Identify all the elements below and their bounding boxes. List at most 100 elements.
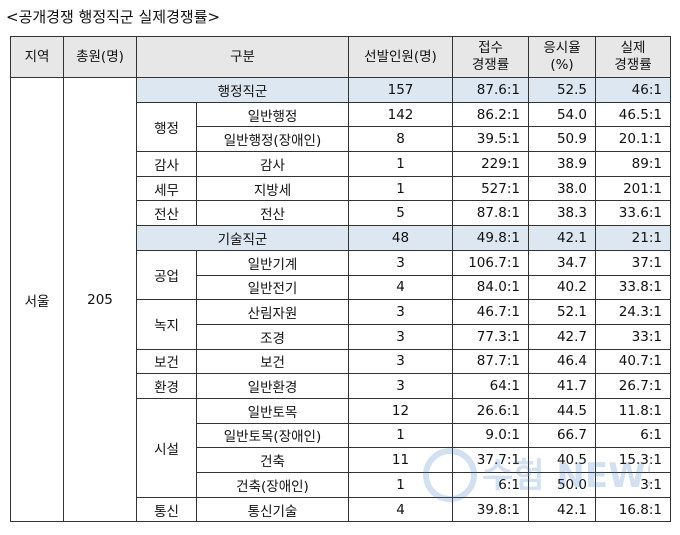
table-row: 세무 지방세 1 527:1 38.0 201:1 (11, 175, 671, 202)
item-rate: 46.4 (528, 348, 596, 375)
table-row: 감사 감사 1 229:1 38.9 89:1 (11, 151, 671, 177)
item-rate: 42.1 (528, 496, 596, 523)
item-rate: 34.7 (528, 249, 596, 276)
item-actual: 16.8:1 (595, 496, 671, 523)
region-cell: 서울 (10, 76, 64, 523)
table-title: <공개경쟁 행정직군 실제경쟁률> (6, 8, 221, 26)
item-selected: 3 (348, 323, 453, 350)
subgroup-name: 녹지 (136, 299, 197, 350)
item-applied: 37.7:1 (452, 447, 529, 473)
table-row: 보건 보건 3 87.7:1 46.4 40.7:1 (11, 348, 671, 375)
item-selected: 4 (348, 496, 453, 523)
item-actual: 3:1 (595, 472, 671, 498)
item-name: 보건 (196, 348, 349, 375)
item-name: 일반토목(장애인) (196, 422, 349, 449)
item-applied: 6:1 (452, 472, 529, 498)
item-selected: 3 (348, 299, 453, 325)
item-applied: 106.7:1 (452, 249, 529, 276)
item-applied: 77.3:1 (452, 323, 529, 350)
item-applied: 9.0:1 (452, 422, 529, 449)
group-applied: 87.6:1 (452, 77, 529, 103)
item-name: 일반행정(장애인) (196, 126, 349, 153)
item-selected: 11 (348, 447, 453, 473)
item-actual: 33.6:1 (595, 200, 671, 227)
item-selected: 8 (348, 126, 453, 153)
header-rate-line2: (%) (550, 57, 574, 73)
item-actual: 15.3:1 (595, 447, 671, 473)
item-actual: 40.7:1 (595, 348, 671, 375)
item-name: 건축 (196, 447, 349, 473)
header-category: 구분 (136, 36, 349, 78)
item-applied: 87.8:1 (452, 200, 529, 227)
item-actual: 33.8:1 (595, 274, 671, 301)
table-row: 시설 일반토목 12 26.6:1 44.5 11.8:1 (11, 397, 671, 498)
item-rate: 66.7 (528, 422, 596, 449)
item-name: 건축(장애인) (196, 472, 349, 498)
item-selected: 3 (348, 373, 453, 399)
item-applied: 46.7:1 (452, 299, 529, 325)
item-name: 일반토목 (196, 397, 349, 424)
item-selected: 1 (348, 175, 453, 202)
item-applied: 84.0:1 (452, 274, 529, 301)
table-row: 일반행정(장애인) 8 39.5:1 50.9 20.1:1 (11, 126, 671, 153)
item-name: 일반환경 (196, 373, 349, 399)
item-actual: 33:1 (595, 323, 671, 350)
item-name: 일반행정 (196, 101, 349, 128)
subgroup-name: 환경 (136, 373, 197, 399)
item-name: 전산 (196, 200, 349, 227)
table-row: 통신 통신기술 4 39.8:1 42.1 16.8:1 (11, 496, 671, 523)
subgroup-name: 세무 (136, 175, 197, 202)
item-applied: 26.6:1 (452, 397, 529, 424)
header-selected: 선발인원(명) (348, 36, 453, 78)
item-selected: 1 (348, 422, 453, 449)
item-rate: 54.0 (528, 101, 596, 128)
header-actual-line1: 실제 (620, 40, 646, 56)
item-actual: 6:1 (595, 422, 671, 449)
item-applied: 39.5:1 (452, 126, 529, 153)
header-applied-line1: 접수 (478, 40, 503, 56)
item-actual: 201:1 (595, 175, 671, 202)
item-selected: 3 (348, 249, 453, 276)
item-actual: 11.8:1 (595, 397, 671, 424)
item-applied: 87.7:1 (452, 348, 529, 375)
item-name: 감사 (196, 151, 349, 177)
item-applied: 64:1 (452, 373, 529, 399)
item-selected: 5 (348, 200, 453, 227)
item-name: 지방세 (196, 175, 349, 202)
header-actual-line2: 경쟁률 (614, 57, 652, 73)
item-selected: 12 (348, 397, 453, 424)
item-rate: 50.0 (528, 472, 596, 498)
group-row: 서울 205 행정직군 157 87.6:1 52.5 46:1 (10, 76, 671, 523)
group-applied: 49.8:1 (452, 225, 529, 251)
table-row: 녹지 산림자원 3 46.7:1 52.1 24.3:1 (11, 299, 671, 350)
item-name: 산림자원 (196, 299, 349, 325)
subgroup-name: 공업 (136, 249, 197, 301)
item-rate: 52.1 (528, 299, 596, 325)
item-rate: 44.5 (528, 397, 596, 424)
item-actual: 20.1:1 (595, 126, 671, 153)
header-region: 지역 (10, 36, 64, 78)
table-row: 행정 일반행정 142 86.2:1 54.0 46.5:1 (11, 101, 671, 153)
item-actual: 89:1 (595, 151, 671, 177)
subgroup-name: 행정 (136, 101, 197, 153)
item-applied: 39.8:1 (452, 496, 529, 523)
group-rate: 52.5 (528, 77, 596, 103)
item-applied: 527:1 (452, 175, 529, 202)
item-name: 일반기계 (196, 249, 349, 276)
subgroup-name: 보건 (136, 348, 197, 375)
group-name: 행정직군 (136, 77, 349, 103)
item-name: 일반전기 (196, 274, 349, 301)
group-actual: 21:1 (595, 225, 671, 251)
group-row: 기술직군 48 49.8:1 42.1 21:1 (11, 225, 671, 251)
item-rate: 38.3 (528, 200, 596, 227)
header-applied: 접수 경쟁률 (452, 36, 529, 78)
item-rate: 38.0 (528, 175, 596, 202)
item-rate: 41.7 (528, 373, 596, 399)
header-total: 총원(명) (63, 36, 137, 78)
header-row: 지역 총원(명) 구분 선발인원(명) 접수 경쟁률 응시율 (%) 실제 경쟁률 (10, 36, 671, 78)
table-row: 일반전기 4 84.0:1 40.2 33.8:1 (11, 274, 671, 301)
total-cell: 205 (63, 76, 137, 523)
group-selected: 48 (348, 225, 453, 251)
item-rate: 40.2 (528, 274, 596, 301)
item-selected: 142 (348, 101, 453, 128)
